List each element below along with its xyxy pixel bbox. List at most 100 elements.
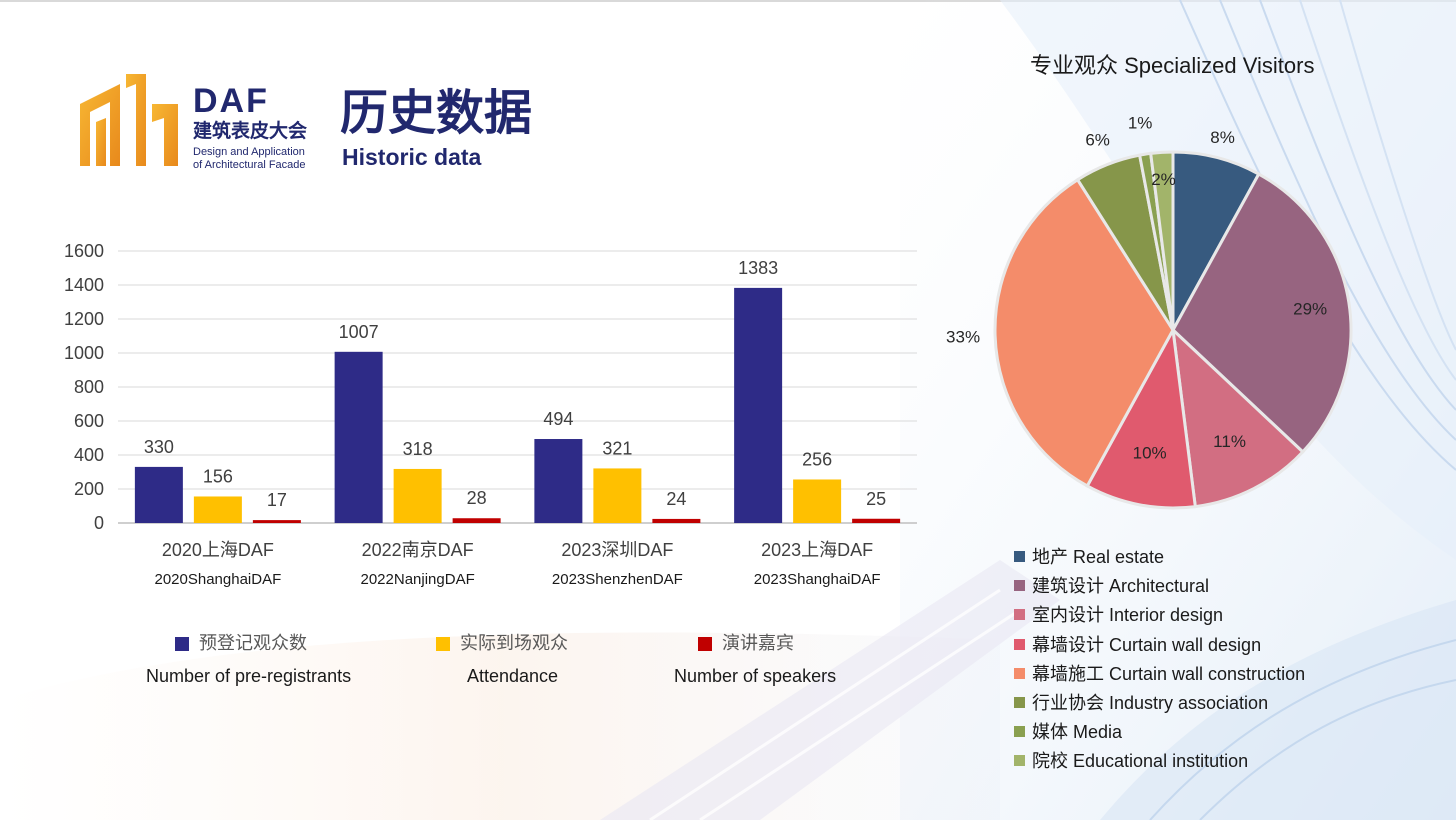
bar-data-label: 321	[602, 438, 632, 458]
x-category-label: 2023深圳DAF	[561, 540, 673, 560]
pie-chart-title: 专业观众 Specialized Visitors	[1030, 53, 1315, 78]
logo-cn-name: 建筑表皮大会	[193, 121, 308, 142]
y-tick-label: 200	[74, 479, 104, 499]
pie-legend-swatch	[1014, 755, 1025, 767]
y-tick-label: 1600	[64, 241, 104, 261]
pie-slice-label: 6%	[1085, 131, 1110, 150]
legend-label-cn: 预登记观众数	[199, 633, 307, 653]
pie-legend-swatch	[1014, 551, 1025, 562]
bar	[393, 468, 442, 523]
pie-legend-label: 媒体 Media	[1032, 722, 1123, 743]
bar-data-label: 318	[403, 439, 433, 459]
x-category-label-en: 2020ShanghaiDAF	[154, 571, 281, 588]
y-tick-label: 0	[94, 513, 104, 533]
pie-slice-label: 29%	[1293, 299, 1327, 318]
x-category-label: 2022南京DAF	[362, 540, 474, 560]
bar-data-label: 24	[666, 489, 686, 509]
page-title-en: Historic data	[342, 144, 482, 170]
pie-slice	[1085, 325, 1197, 510]
pie-legend-label: 建筑设计 Architectural	[1032, 576, 1210, 597]
pie-legend-swatch	[1014, 726, 1025, 738]
pie-slice	[1149, 150, 1175, 331]
pie-legend-swatch	[1014, 580, 1025, 592]
bar-data-label: 330	[144, 437, 174, 457]
pie-legend-label: 行业协会 Industry association	[1032, 692, 1269, 713]
bar-data-label: 494	[543, 409, 573, 429]
pie-legend-item-architectural: 建筑设计 Architectural	[1014, 574, 1434, 603]
pie-legend-item-interior-design: 室内设计 Interior design	[1014, 603, 1434, 632]
pie-legend-item-educational-institution: 院校 Educational institution	[1014, 749, 1434, 778]
pie-slice	[1170, 326, 1305, 509]
legend-label-en: Number of pre-registrants	[146, 666, 352, 686]
pie-slice-label: 2%	[1151, 170, 1176, 189]
pie-slice-label: 8%	[1210, 128, 1235, 147]
pie-legend-label: 幕墙施工 Curtain wall construction	[1032, 663, 1306, 684]
bar	[652, 518, 701, 523]
pie-legend-item-real-estate: 地产 Real estate	[1014, 545, 1434, 574]
y-tick-label: 400	[74, 445, 104, 465]
bar	[793, 479, 842, 523]
x-category-label: 2020上海DAF	[162, 540, 274, 560]
legend-swatch-speakers	[698, 637, 712, 651]
logo-mark-icon	[80, 74, 178, 166]
pie-slice	[993, 177, 1175, 489]
pie-slice-label: 10%	[1133, 443, 1167, 462]
legend-label-en: Number of speakers	[674, 666, 837, 686]
pie-legend-label: 院校 Educational institution	[1032, 751, 1249, 772]
pie-legend-swatch	[1014, 638, 1025, 650]
pie-legend-item-curtain-wall-design: 幕墙设计 Curtain wall design	[1014, 633, 1434, 662]
legend-swatch-pre-registrants	[175, 637, 189, 651]
bar-data-label: 1383	[738, 258, 778, 278]
pie-legend-label: 室内设计 Interior design	[1032, 605, 1224, 626]
y-tick-label: 1200	[64, 309, 104, 329]
pie-legend-item-media: 媒体 Media	[1014, 720, 1434, 749]
bar-data-label: 1007	[339, 322, 379, 342]
y-tick-label: 1400	[64, 275, 104, 295]
y-tick-label: 800	[74, 377, 104, 397]
pie-legend-swatch	[1014, 667, 1025, 679]
x-category-label-en: 2023ShanghaiDAF	[754, 571, 881, 588]
bar	[534, 439, 583, 523]
pie-legend-swatch	[1014, 696, 1025, 708]
pie-legend-label: 幕墙设计 Curtain wall design	[1032, 634, 1262, 655]
pie-slice	[1171, 171, 1353, 454]
bar	[852, 518, 901, 523]
logo-name: DAF	[193, 82, 269, 120]
pie-slice-label: 1%	[1128, 114, 1153, 133]
logo-en-line2: of Architectural Facade	[193, 159, 306, 171]
x-category-label-en: 2023ShenzhenDAF	[552, 571, 683, 588]
pie-slice-label: 33%	[946, 328, 980, 347]
bar-chart: 0 200 400 600 800 1000 1200 1400 1600 330 156 17 202…	[64, 241, 917, 588]
top-divider	[0, 0, 1456, 2]
pie-slice-label: 11%	[1213, 432, 1246, 451]
pie-slice	[1171, 150, 1261, 331]
bar	[593, 468, 642, 523]
bar	[452, 518, 501, 523]
legend-label-cn: 演讲嘉宾	[722, 633, 794, 653]
pie-chart-legend: 地产 Real estate 建筑设计 Architectural 室内设计 I…	[1014, 545, 1434, 779]
bar-data-label: 17	[267, 490, 287, 510]
pie-chart: 8% 29% 11% 10% 33% 6% 1% 2%	[946, 114, 1353, 510]
bar	[734, 287, 783, 523]
legend-swatch-attendance	[436, 637, 450, 651]
page-title-cn: 历史数据	[340, 87, 533, 140]
x-category-label-en: 2022NanjingDAF	[361, 571, 475, 588]
bar	[193, 496, 242, 523]
x-category-label: 2023上海DAF	[761, 540, 873, 560]
bar-chart-legend: 预登记观众数 Number of pre-registrants 实际到场观众 …	[0, 630, 900, 690]
bar-data-label: 156	[203, 466, 233, 486]
y-tick-label: 600	[74, 411, 104, 431]
legend-label-en: Attendance	[467, 666, 559, 686]
pie-legend-swatch	[1014, 609, 1025, 621]
pie-legend-label: 地产 Real estate	[1032, 547, 1165, 567]
y-tick-label: 1000	[64, 343, 104, 363]
daf-logo: DAF 建筑表皮大会 Design and Application of Arc…	[80, 74, 330, 174]
pie-legend-item-curtain-wall-construction: 幕墙施工 Curtain wall construction	[1014, 662, 1434, 691]
bar-data-label: 28	[467, 488, 487, 508]
logo-en-line1: Design and Application	[193, 146, 305, 158]
bar	[334, 351, 383, 523]
bar-data-label: 25	[866, 489, 886, 509]
bar	[252, 520, 301, 523]
pie-legend-item-industry-association: 行业协会 Industry association	[1014, 691, 1434, 720]
